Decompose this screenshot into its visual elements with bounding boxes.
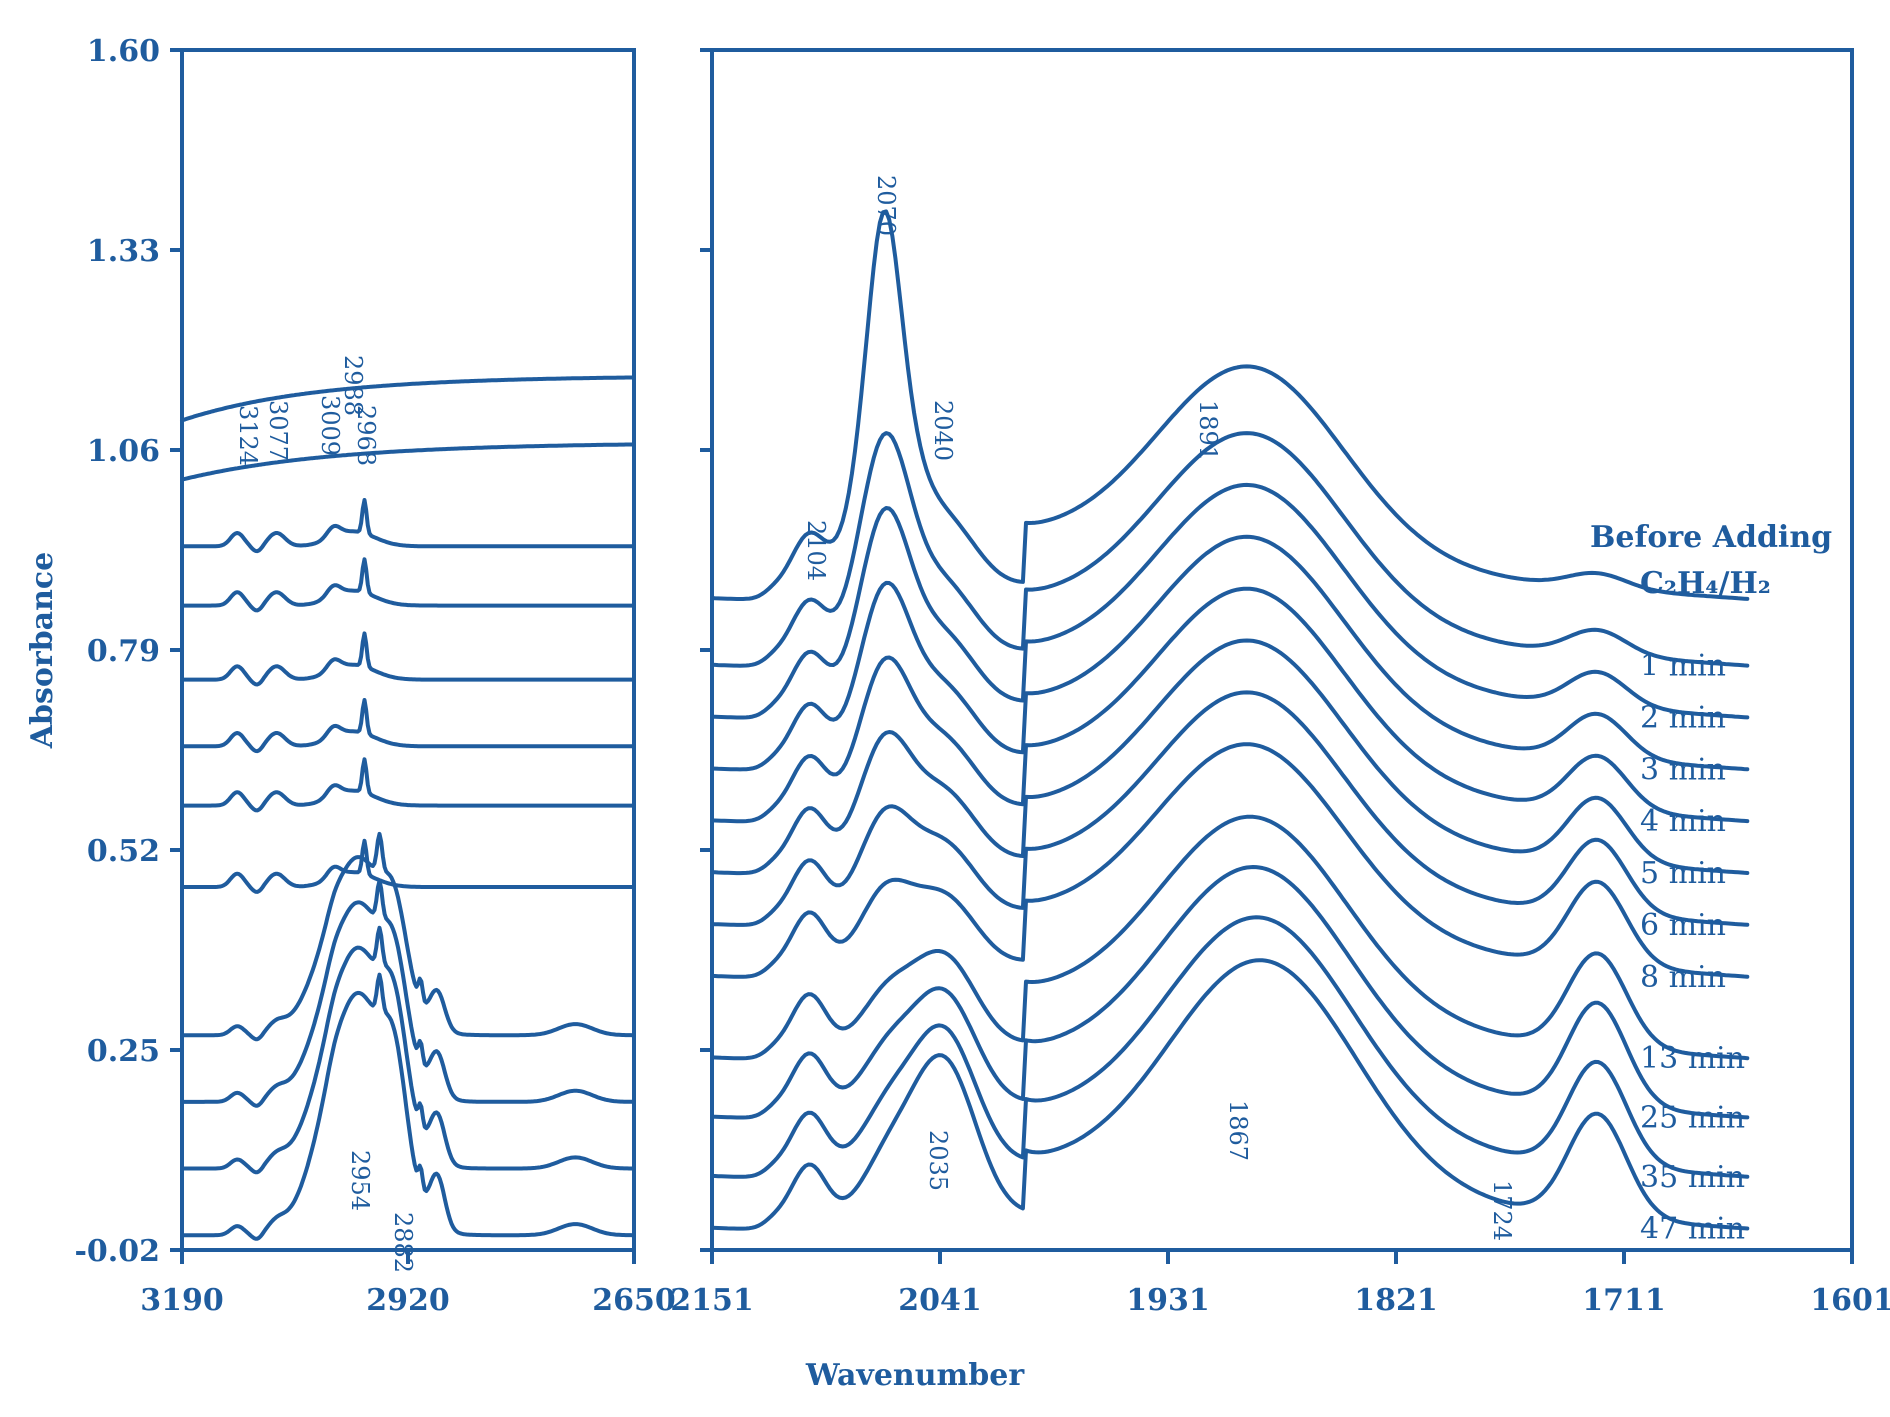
series-line-right-7 — [710, 690, 1750, 927]
series-line-right-10 — [710, 865, 1750, 1120]
x-tick-label: 1931 — [1126, 1283, 1210, 1318]
peak-label: 1891 — [1194, 400, 1222, 461]
peak-label: 2104 — [802, 520, 830, 581]
series-line-left-11 — [180, 925, 636, 1175]
x-tick-label: 1711 — [1582, 1283, 1666, 1318]
x-tick-label: 2041 — [898, 1283, 982, 1318]
series-label: 6 min — [1640, 908, 1726, 943]
x-tick-label: 3190 — [140, 1283, 224, 1318]
series-label: 4 min — [1640, 804, 1726, 839]
series-line-right-11 — [710, 915, 1750, 1179]
series-line-right-4 — [710, 534, 1750, 772]
peak-label: 3009 — [316, 395, 344, 456]
series-line-left-9 — [180, 831, 636, 1042]
peak-label: 3077 — [264, 400, 292, 461]
series-line-left-3 — [180, 498, 636, 554]
series-line-left-8 — [180, 838, 636, 894]
x-axis-label: Wavenumber — [805, 1358, 1025, 1393]
x-tick-label: 1821 — [1354, 1283, 1438, 1318]
series-line-right-2 — [710, 431, 1750, 668]
peak-label: 2882 — [389, 1212, 417, 1273]
series-label: 47 min — [1640, 1212, 1745, 1247]
peak-label: 2070 — [872, 175, 900, 236]
y-tick-label: 1.60 — [87, 34, 160, 69]
legend-title-line1: Before Adding — [1590, 520, 1832, 555]
y-tick-label: 0.52 — [87, 834, 160, 869]
peak-label: 3124 — [234, 405, 262, 466]
series-label: 1 min — [1640, 649, 1726, 684]
series-line-right-12 — [710, 958, 1750, 1231]
peak-label: 2040 — [929, 400, 957, 461]
peak-label: 1724 — [1488, 1180, 1516, 1241]
series-label: 8 min — [1640, 960, 1726, 995]
axes — [180, 48, 1854, 1252]
labels: 1.60 1.33 1.06 0.79 0.52 0.25 -0.02 3190 2920 265… — [25, 34, 1890, 1393]
y-tick-label: 1.33 — [87, 234, 160, 269]
y-tick-label: -0.02 — [74, 1234, 160, 1269]
peak-label: 1867 — [1224, 1100, 1252, 1161]
series-line-left-10 — [180, 878, 636, 1108]
series-label: 5 min — [1640, 856, 1726, 891]
peak-label: 2988 — [339, 355, 367, 416]
series-line-left-6 — [180, 698, 636, 754]
x-tick-label: 2920 — [366, 1283, 450, 1318]
series-line-left-1 — [180, 375, 636, 423]
series-line-right-6 — [710, 638, 1750, 876]
series-label: 2 min — [1640, 700, 1726, 735]
legend-title-line2: C₂H₄/H₂ — [1640, 566, 1771, 601]
series-label: 35 min — [1640, 1160, 1745, 1195]
series-line-right-3 — [710, 482, 1750, 720]
series-label: 13 min — [1640, 1041, 1745, 1076]
series-line-right-1 — [710, 209, 1750, 601]
series-line-left-4 — [180, 557, 636, 613]
series-line-right-9 — [710, 814, 1750, 1061]
series-line-left-12 — [180, 972, 636, 1241]
series-line-right-8 — [710, 742, 1750, 979]
series-label: 25 min — [1640, 1100, 1745, 1135]
peak-label: 2035 — [924, 1130, 952, 1191]
peak-label: 2954 — [346, 1150, 374, 1211]
series-line-left-2 — [180, 442, 636, 482]
ticks — [170, 48, 1854, 1264]
y-tick-label: 0.25 — [87, 1034, 160, 1069]
x-tick-label: 1601 — [1810, 1283, 1890, 1318]
series-label: 3 min — [1640, 752, 1726, 787]
x-tick-label: 2151 — [670, 1283, 754, 1318]
y-tick-label: 0.79 — [87, 634, 160, 669]
y-axis-label: Absorbance — [25, 552, 60, 750]
series-group — [180, 209, 1750, 1241]
series-line-left-5 — [180, 631, 636, 687]
x-tick-label: 2650 — [592, 1283, 676, 1318]
series-line-left-7 — [180, 757, 636, 813]
series-line-right-5 — [710, 586, 1750, 824]
peak-label: 2968 — [352, 405, 380, 466]
y-tick-label: 1.06 — [87, 434, 160, 469]
